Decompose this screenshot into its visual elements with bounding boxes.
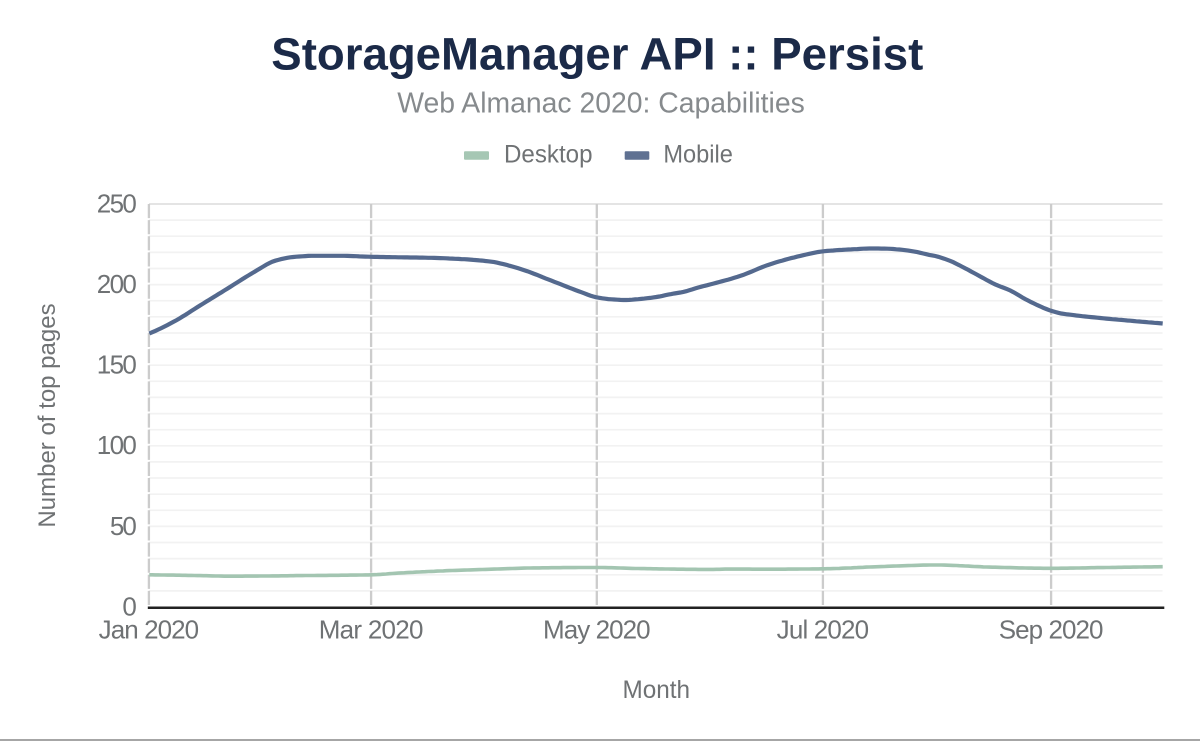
svg-text:Month: Month	[623, 676, 691, 704]
svg-text:Sep 2020: Sep 2020	[999, 615, 1104, 645]
svg-text:Jul 2020: Jul 2020	[777, 615, 870, 645]
svg-text:Number of top pages: Number of top pages	[34, 303, 61, 527]
svg-text:200: 200	[97, 269, 137, 299]
svg-text:Mobile: Mobile	[663, 141, 733, 169]
svg-text:100: 100	[97, 430, 137, 460]
svg-text:May 2020: May 2020	[543, 615, 651, 645]
svg-text:50: 50	[110, 511, 137, 541]
svg-text:250: 250	[97, 188, 137, 218]
svg-text:Web Almanac 2020: Capabilities: Web Almanac 2020: Capabilities	[397, 88, 805, 120]
svg-text:Mar 2020: Mar 2020	[319, 615, 424, 645]
svg-text:Jan 2020: Jan 2020	[99, 615, 200, 645]
svg-text:0: 0	[122, 591, 136, 621]
svg-text:150: 150	[97, 350, 137, 380]
svg-text:Desktop: Desktop	[504, 141, 593, 169]
svg-text:StorageManager API :: Persist: StorageManager API :: Persist	[271, 29, 923, 80]
